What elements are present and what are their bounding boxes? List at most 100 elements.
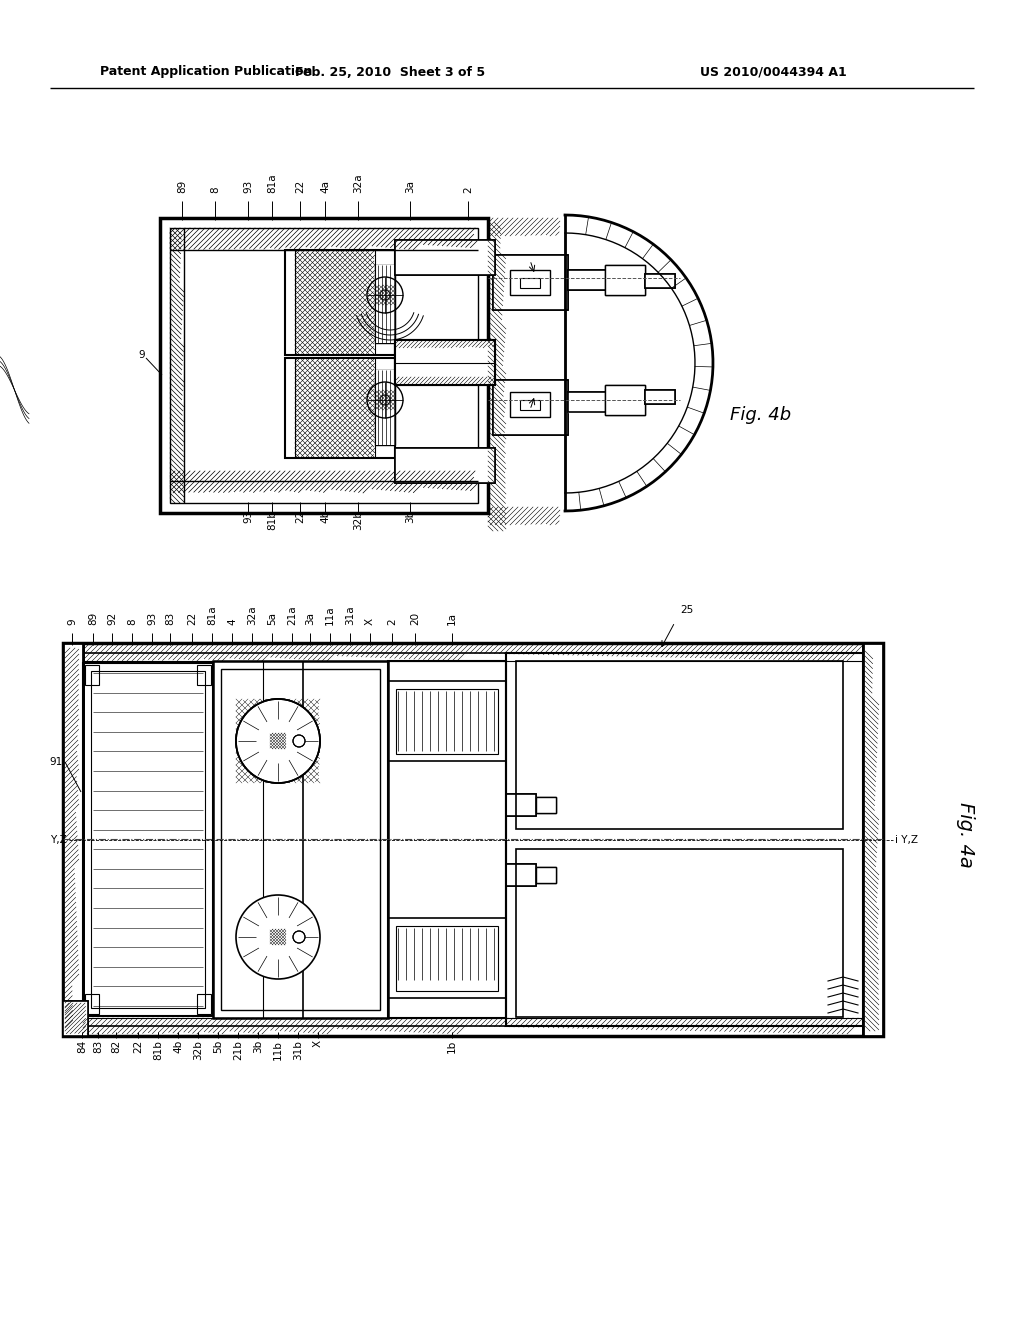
Bar bbox=[213, 661, 388, 1018]
Text: 84: 84 bbox=[77, 1040, 87, 1053]
Text: 93: 93 bbox=[243, 510, 253, 523]
Bar bbox=[865, 648, 879, 1031]
Bar bbox=[63, 643, 83, 1036]
Bar bbox=[83, 1018, 863, 1034]
Text: 3b: 3b bbox=[253, 1040, 263, 1053]
Text: 22: 22 bbox=[187, 611, 197, 624]
Bar bbox=[295, 358, 375, 458]
Bar bbox=[170, 228, 478, 249]
Bar bbox=[395, 447, 495, 483]
Bar bbox=[295, 249, 375, 355]
Bar bbox=[488, 218, 506, 531]
Text: 2: 2 bbox=[387, 618, 397, 624]
Bar bbox=[63, 1001, 88, 1036]
Text: 31a: 31a bbox=[345, 606, 355, 624]
Bar bbox=[236, 700, 319, 783]
Bar bbox=[388, 681, 506, 762]
Text: 22: 22 bbox=[295, 510, 305, 523]
Text: 92: 92 bbox=[106, 611, 117, 624]
Bar bbox=[83, 645, 863, 661]
Bar bbox=[395, 341, 495, 385]
Text: X: X bbox=[313, 1040, 323, 1047]
Text: 21a: 21a bbox=[287, 606, 297, 624]
Bar bbox=[160, 218, 488, 513]
Bar bbox=[395, 341, 495, 385]
Bar bbox=[395, 341, 495, 348]
Bar bbox=[493, 380, 568, 436]
Bar bbox=[645, 275, 675, 288]
Bar bbox=[516, 661, 843, 829]
Bar bbox=[506, 865, 536, 886]
Circle shape bbox=[236, 700, 319, 783]
Bar bbox=[221, 669, 380, 1010]
Bar bbox=[375, 389, 395, 411]
Text: 83: 83 bbox=[93, 1040, 103, 1053]
Bar bbox=[536, 797, 556, 813]
Text: 32a: 32a bbox=[247, 606, 257, 624]
Text: 20: 20 bbox=[410, 612, 420, 624]
Text: 21b: 21b bbox=[233, 1040, 243, 1060]
Text: 81b: 81b bbox=[267, 510, 278, 529]
Bar bbox=[295, 249, 375, 355]
Bar bbox=[63, 643, 83, 1036]
Text: US 2010/0044394 A1: US 2010/0044394 A1 bbox=[700, 66, 847, 78]
Circle shape bbox=[293, 735, 305, 747]
Bar bbox=[605, 385, 645, 414]
Bar bbox=[170, 228, 184, 503]
Bar bbox=[396, 689, 498, 754]
Bar bbox=[270, 929, 286, 945]
Text: X: X bbox=[365, 618, 375, 624]
Text: Patent Application Publication: Patent Application Publication bbox=[100, 66, 312, 78]
Bar bbox=[236, 700, 319, 783]
Text: 4b: 4b bbox=[173, 1040, 183, 1053]
Bar bbox=[568, 271, 623, 290]
Bar bbox=[568, 271, 623, 290]
Bar bbox=[285, 249, 395, 355]
Bar bbox=[506, 865, 536, 886]
Text: 3a: 3a bbox=[406, 180, 415, 193]
Bar bbox=[395, 341, 495, 385]
Bar bbox=[493, 380, 568, 436]
Bar bbox=[536, 797, 556, 813]
Bar bbox=[395, 378, 495, 385]
Text: 4b: 4b bbox=[319, 510, 330, 523]
Bar bbox=[170, 471, 478, 492]
Circle shape bbox=[236, 895, 319, 979]
Bar bbox=[375, 285, 395, 305]
Bar bbox=[270, 929, 286, 945]
Bar bbox=[520, 400, 540, 411]
Bar bbox=[568, 392, 623, 412]
Bar bbox=[170, 228, 478, 503]
Bar bbox=[395, 240, 495, 275]
Bar bbox=[85, 994, 99, 1014]
Bar bbox=[375, 389, 395, 411]
Bar bbox=[536, 867, 556, 883]
Bar bbox=[488, 218, 560, 236]
Text: 81a: 81a bbox=[207, 606, 217, 624]
Text: 1b: 1b bbox=[447, 1040, 457, 1053]
Text: 11b: 11b bbox=[273, 1040, 283, 1060]
Circle shape bbox=[293, 931, 305, 942]
Bar bbox=[645, 275, 675, 288]
Bar bbox=[375, 265, 395, 343]
Text: Feb. 25, 2010  Sheet 3 of 5: Feb. 25, 2010 Sheet 3 of 5 bbox=[295, 66, 485, 78]
Text: i Y,Z: i Y,Z bbox=[895, 836, 918, 845]
Text: 82: 82 bbox=[111, 1040, 121, 1053]
Circle shape bbox=[273, 737, 283, 746]
Bar bbox=[91, 671, 205, 1008]
Bar bbox=[493, 255, 568, 310]
Bar bbox=[605, 265, 645, 294]
Bar bbox=[645, 389, 675, 404]
Bar bbox=[81, 661, 865, 1018]
Text: 9: 9 bbox=[67, 618, 77, 624]
Bar bbox=[493, 255, 568, 310]
Bar bbox=[863, 643, 883, 1036]
Bar bbox=[605, 265, 645, 294]
Text: 5a: 5a bbox=[267, 612, 278, 624]
Bar bbox=[85, 665, 99, 685]
Text: 32a: 32a bbox=[353, 173, 362, 193]
Text: 91: 91 bbox=[50, 756, 63, 767]
Text: Fig. 4b: Fig. 4b bbox=[730, 407, 792, 424]
Bar bbox=[493, 380, 568, 436]
Bar bbox=[568, 392, 623, 412]
